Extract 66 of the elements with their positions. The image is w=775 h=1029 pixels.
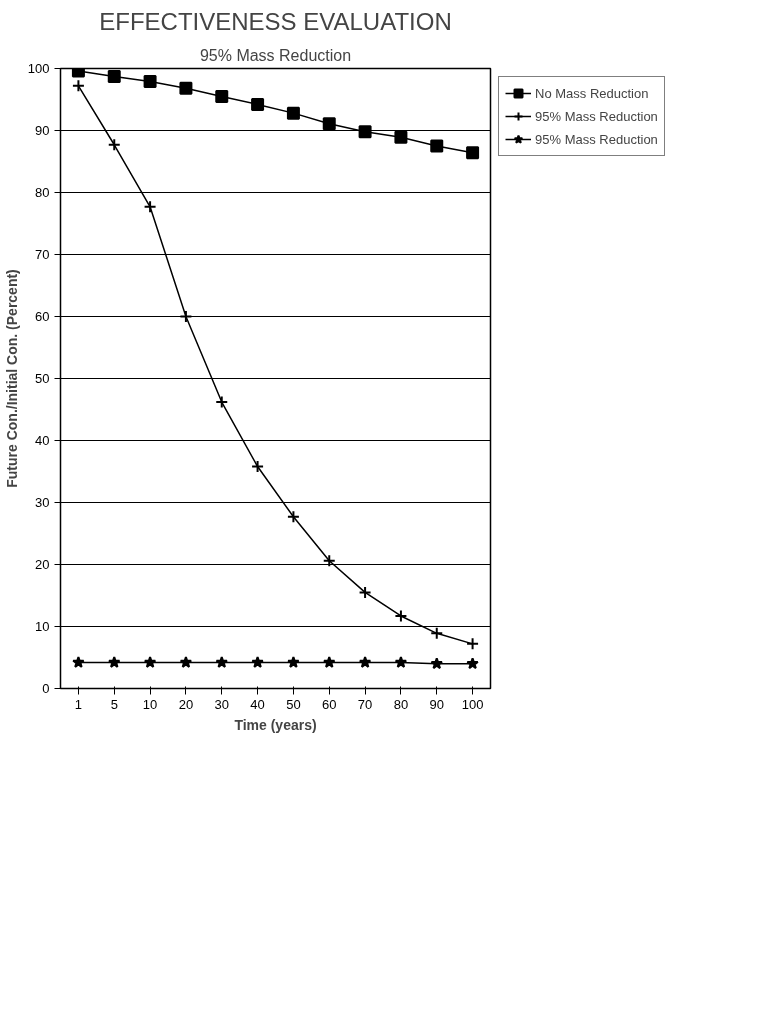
- x-tick-label: 5: [110, 696, 118, 712]
- point: [143, 200, 157, 214]
- x-tick-label: 80: [393, 696, 409, 712]
- x-tick-label: 20: [178, 696, 194, 712]
- chart-subtitle: 95% Mass Reduction: [199, 46, 352, 64]
- point: [286, 510, 300, 524]
- point: [430, 626, 444, 640]
- y-tick-label: 10: [35, 619, 50, 634]
- point: [143, 75, 157, 89]
- x-tick-label: 40: [250, 696, 265, 712]
- y-tick-label: 30: [35, 495, 50, 510]
- chart-title: EFFECTIVENESS EVALUATION: [99, 7, 452, 35]
- point: [71, 68, 85, 78]
- y-tick-label: 70: [35, 247, 50, 262]
- y-axis-title: Future Con./Initial Con. (Percent): [3, 269, 20, 488]
- x-tick-label: 1: [74, 696, 83, 712]
- point: [251, 97, 265, 111]
- point: [358, 655, 372, 668]
- y-tick-label: 20: [35, 557, 50, 572]
- point: [143, 655, 157, 668]
- point: [215, 395, 229, 409]
- y-tick-label: 40: [35, 433, 50, 448]
- point: [323, 655, 336, 668]
- x-axis-title: Time (years): [234, 716, 317, 733]
- point: [71, 79, 85, 93]
- point: [430, 139, 444, 153]
- point: [287, 655, 300, 668]
- point: [72, 655, 85, 668]
- point: [394, 609, 408, 623]
- x-tick-label: 50: [286, 696, 301, 712]
- point: [286, 106, 300, 120]
- y-tick-label: 80: [35, 185, 50, 200]
- point: [394, 655, 408, 668]
- point: [179, 81, 193, 95]
- point: [107, 70, 121, 84]
- x-tick-label: 70: [357, 696, 373, 712]
- y-tick-label: 60: [35, 309, 50, 324]
- y-tick-label: 100: [27, 61, 50, 76]
- y-tick-label: 50: [35, 371, 50, 386]
- point: [251, 460, 265, 474]
- point: [322, 117, 336, 131]
- point: [394, 130, 408, 144]
- x-tick-label: 100: [461, 696, 484, 712]
- x-tick-label: 30: [214, 696, 229, 712]
- x-tick-label: 90: [429, 696, 444, 712]
- point: [215, 89, 229, 103]
- point: [466, 657, 479, 670]
- point: [108, 655, 121, 668]
- point: [358, 125, 372, 139]
- legend-label: 95% Mass Reduction: [535, 131, 658, 147]
- x-tick-label: 60: [322, 696, 337, 712]
- x-tick-label: 10: [142, 696, 158, 712]
- legend-label: 95% Mass Reduction: [535, 108, 658, 124]
- y-tick-label: 90: [35, 123, 50, 138]
- point: [466, 146, 480, 160]
- point: [251, 655, 264, 668]
- point: [107, 138, 121, 152]
- point: [322, 554, 336, 568]
- legend-label: No Mass Reduction: [535, 85, 649, 101]
- point: [215, 655, 228, 668]
- point: [466, 637, 480, 651]
- point: [179, 310, 193, 323]
- y-tick-label: 0: [42, 681, 50, 696]
- point: [179, 655, 193, 668]
- point: [430, 657, 443, 670]
- point: [358, 585, 372, 599]
